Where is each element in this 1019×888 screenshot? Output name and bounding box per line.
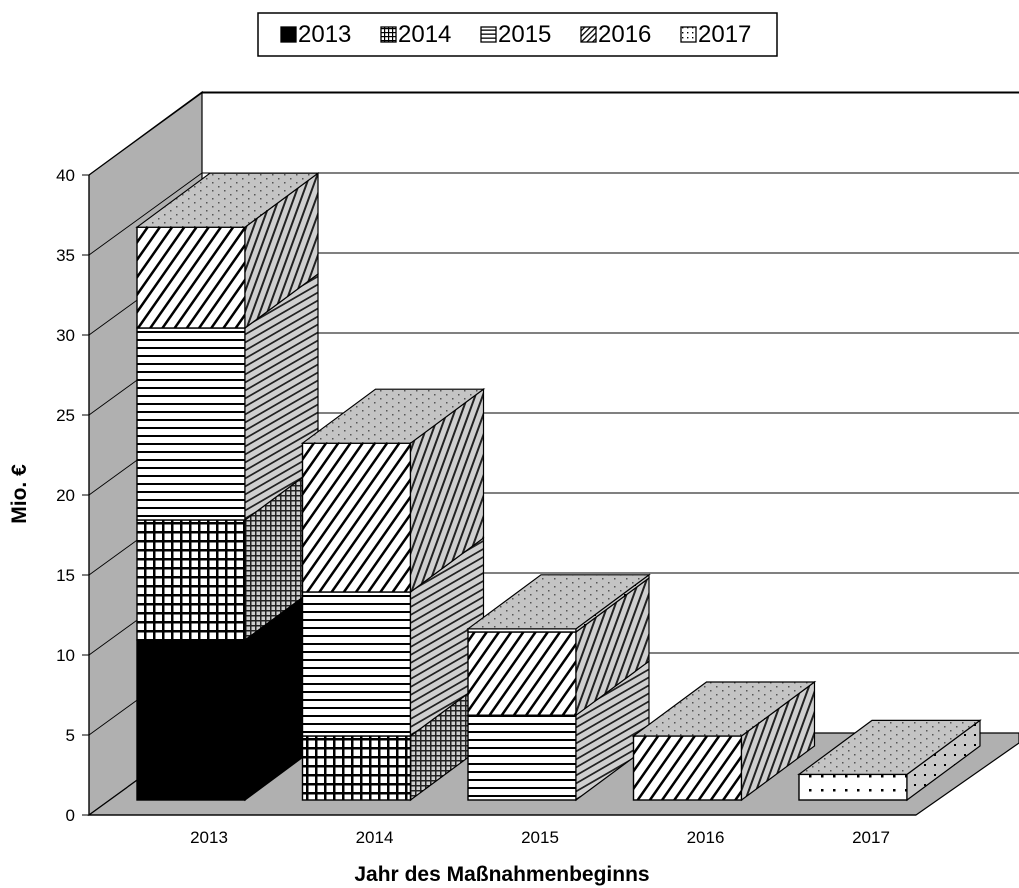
bar-stack-2017 [797,719,982,802]
x-tick-label: 2016 [687,828,725,847]
x-axis-title: Jahr des Maßnahmenbeginns [354,863,649,886]
bar-stack-2014 [300,388,486,802]
bar-segment-2013-2016 [136,226,246,329]
bar-segment-2013-2014 [136,519,246,641]
y-tick-label: 15 [56,566,75,585]
bar-top-2017 [797,719,982,776]
y-tick-label: 30 [56,326,75,345]
legend-label-2016: 2016 [598,21,651,48]
gridline [88,92,1019,176]
y-tick-label: 10 [56,646,75,665]
x-axis: 2013 2014 2015 2016 2017 [89,814,916,847]
bar-top-2014 [300,388,486,444]
bar-segment-2016-2016 [632,735,743,801]
y-axis: 0 5 10 15 20 25 30 35 40 [56,166,90,825]
y-tick-label: 20 [56,486,75,505]
legend-label-2013: 2013 [298,21,351,48]
x-tick-label: 2014 [356,828,394,847]
bar-top-2015 [466,574,651,630]
y-tick-label: 40 [56,166,75,185]
y-tick-label: 35 [56,246,75,265]
legend-swatch-2015 [480,26,497,43]
bar-segment-2013-2015 [136,327,246,521]
bar-segment-2013-2013 [136,639,246,801]
bar-segment-2015-2015 [467,714,577,801]
x-tick-label: 2015 [521,828,559,847]
y-axis-title: Mio. € [8,464,31,524]
y-tick-label: 25 [56,406,75,425]
bar-stack-2016 [631,680,817,802]
legend-label-2017: 2017 [698,21,751,48]
legend-swatch-2013 [280,26,297,43]
legend: 2013 2014 2015 2016 2017 [257,12,778,57]
y-tick-label: 5 [66,726,75,745]
bar-top-2016 [631,681,817,737]
legend-swatch-2016 [580,26,597,43]
x-tick-label: 2017 [852,828,890,847]
bar-segment-2014-2015 [301,591,412,737]
y-tick-label: 0 [66,806,75,825]
legend-label-2015: 2015 [498,21,551,48]
bar-stack-2015 [466,573,651,802]
bar-segment-2017-2017 [798,773,908,801]
bars [135,172,982,802]
bar-stack-2013 [135,172,320,802]
legend-swatch-2017 [680,26,697,43]
x-tick-label: 2013 [190,828,228,847]
bar-segment-2014-2014 [301,735,412,801]
gridline [88,172,1019,256]
bar-segment-2014-2016 [301,442,412,593]
legend-swatch-2014 [380,26,397,43]
bar-top-2013 [135,172,320,228]
bar-segment-2015-2016 [467,631,577,716]
legend-label-2014: 2014 [398,21,451,48]
